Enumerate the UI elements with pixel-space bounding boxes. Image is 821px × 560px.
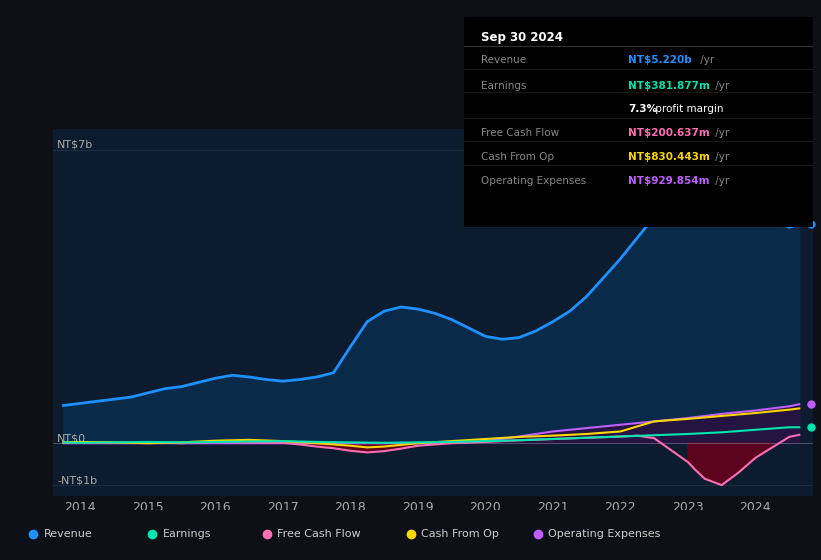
Text: 7.3%: 7.3% xyxy=(628,104,657,114)
Text: Operating Expenses: Operating Expenses xyxy=(481,176,586,186)
Text: Revenue: Revenue xyxy=(481,55,526,64)
Text: Operating Expenses: Operating Expenses xyxy=(548,529,661,539)
Text: NT$7b: NT$7b xyxy=(57,140,94,150)
Text: NT$200.637m: NT$200.637m xyxy=(628,128,709,138)
Text: Sep 30 2024: Sep 30 2024 xyxy=(481,31,563,44)
Text: NT$929.854m: NT$929.854m xyxy=(628,176,709,186)
Text: NT$5.220b: NT$5.220b xyxy=(628,55,691,64)
Text: -NT$1b: -NT$1b xyxy=(57,475,97,485)
Text: Earnings: Earnings xyxy=(481,81,527,91)
Text: NT$381.877m: NT$381.877m xyxy=(628,81,709,91)
Text: Cash From Op: Cash From Op xyxy=(421,529,499,539)
Text: /yr: /yr xyxy=(713,128,730,138)
Text: Earnings: Earnings xyxy=(163,529,211,539)
Text: /yr: /yr xyxy=(697,55,714,64)
Text: NT$0: NT$0 xyxy=(57,433,86,443)
Text: profit margin: profit margin xyxy=(653,104,724,114)
Text: /yr: /yr xyxy=(713,176,730,186)
Text: Free Cash Flow: Free Cash Flow xyxy=(277,529,361,539)
Text: Cash From Op: Cash From Op xyxy=(481,152,554,162)
Text: /yr: /yr xyxy=(713,81,730,91)
Text: Free Cash Flow: Free Cash Flow xyxy=(481,128,559,138)
Text: Revenue: Revenue xyxy=(44,529,92,539)
Text: NT$830.443m: NT$830.443m xyxy=(628,152,709,162)
Text: /yr: /yr xyxy=(713,152,730,162)
